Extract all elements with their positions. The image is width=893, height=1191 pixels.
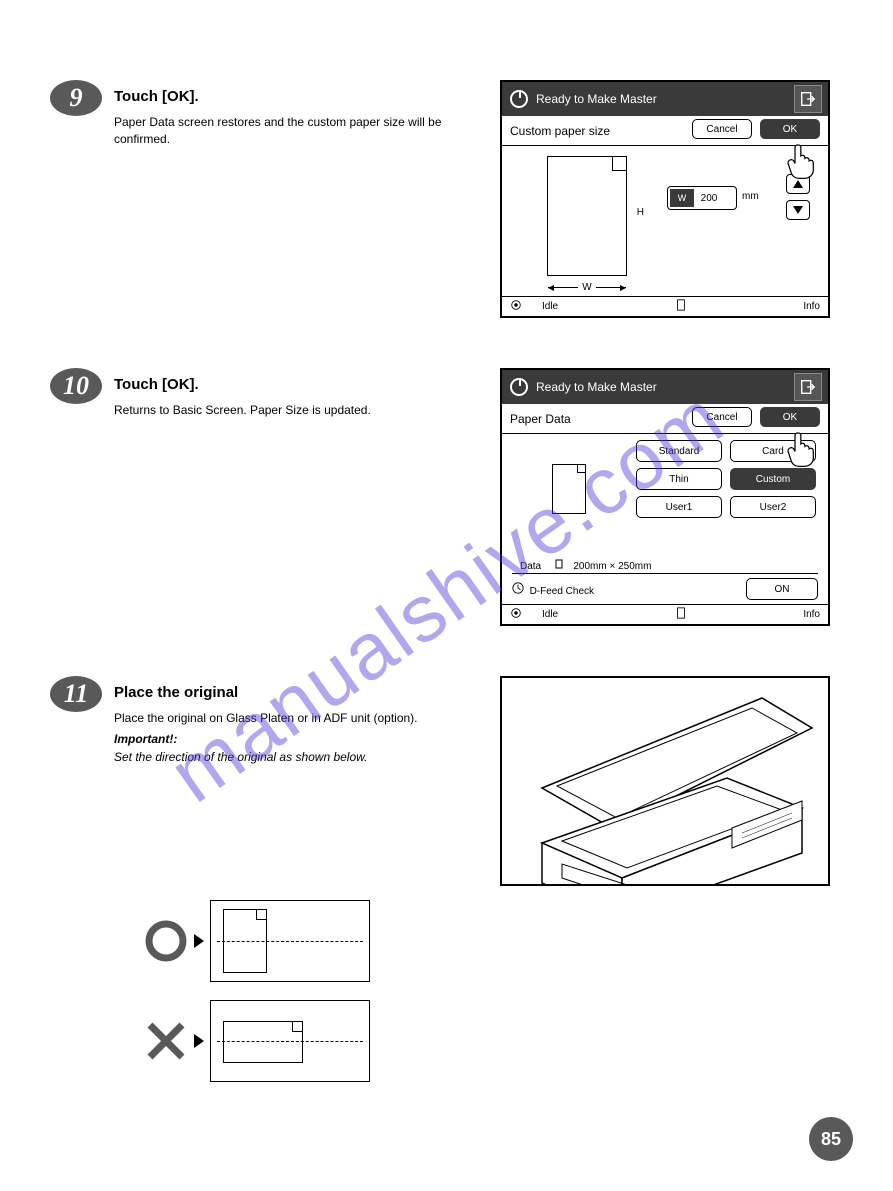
page-icon (675, 299, 687, 314)
step-number-9: 9 (50, 80, 102, 116)
orientation-figures (144, 900, 843, 1082)
width-label: W (580, 282, 593, 293)
screen1-title: Ready to Make Master (536, 92, 657, 106)
landscape-box (210, 1000, 370, 1082)
step-11-title: Place the original (114, 682, 418, 704)
manual-page: 9 Touch [OK]. Paper Data screen restores… (0, 0, 893, 1140)
doublefeed-label: D-Feed Check (530, 586, 594, 597)
status-idle: Idle (542, 609, 558, 620)
portrait-box (210, 900, 370, 982)
arrow-icon (194, 1034, 204, 1048)
screen-custom-paper-size: Ready to Make Master Custom paper size C… (500, 80, 830, 318)
step-9-desc: Paper Data screen restores and the custo… (114, 114, 480, 149)
width-value-input[interactable]: W 200 (667, 186, 737, 210)
status-info: Info (803, 301, 820, 312)
circle-mark-icon (144, 919, 188, 963)
important-note: Set the direction of the original as sho… (114, 750, 368, 764)
height-label: H (637, 207, 644, 218)
opt-standard[interactable]: Standard (636, 440, 722, 462)
exit-icon[interactable] (794, 85, 822, 113)
page-icon (675, 607, 687, 622)
step-9-title: Touch [OK]. (114, 86, 480, 108)
step-number-10: 10 (50, 368, 102, 404)
step-11-desc: Place the original on Glass Platen or in… (114, 710, 418, 727)
opt-thin[interactable]: Thin (636, 468, 722, 490)
step-down-button[interactable] (786, 200, 810, 220)
step-10-desc: Returns to Basic Screen. Paper Size is u… (114, 402, 371, 419)
page-number-badge: 85 (809, 1117, 853, 1161)
paper-diagram: W H (547, 156, 627, 276)
step-10-title: Touch [OK]. (114, 374, 371, 396)
scanner-illustration (500, 676, 830, 886)
drum-icon (510, 607, 522, 622)
x-mark-icon (144, 1019, 188, 1063)
status-info: Info (803, 609, 820, 620)
ok-button[interactable]: OK (760, 119, 820, 139)
screen2-title: Ready to Make Master (536, 380, 657, 394)
wrong-orientation (144, 1000, 843, 1082)
drum-icon (510, 299, 522, 314)
screen1-subtitle: Custom paper size (510, 124, 610, 138)
step-11-row: 11 Place the original Place the original… (50, 676, 843, 886)
cancel-button[interactable]: Cancel (692, 119, 752, 139)
unit-label: mm (742, 191, 759, 202)
opt-custom[interactable]: Custom (730, 468, 816, 490)
screen2-subtitle: Paper Data (510, 412, 571, 426)
important-label: Important!: (114, 732, 177, 746)
data-label: Data (520, 561, 541, 572)
clock-icon (512, 582, 524, 594)
cancel-button[interactable]: Cancel (692, 407, 752, 427)
arrow-icon (194, 934, 204, 948)
ready-icon (510, 90, 528, 108)
value-stepper[interactable] (786, 174, 810, 226)
correct-orientation (144, 900, 843, 982)
ready-icon (510, 378, 528, 396)
step-number-11: 11 (50, 676, 102, 712)
opt-user1[interactable]: User1 (636, 496, 722, 518)
dfeed-on-button[interactable]: ON (746, 578, 818, 600)
ok-button[interactable]: OK (760, 407, 820, 427)
step-9-row: 9 Touch [OK]. Paper Data screen restores… (50, 80, 843, 318)
opt-user2[interactable]: User2 (730, 496, 816, 518)
step-10-row: 10 Touch [OK]. Returns to Basic Screen. … (50, 368, 843, 626)
status-idle: Idle (542, 301, 558, 312)
screen-paper-data: Ready to Make Master Paper Data Cancel O… (500, 368, 830, 626)
exit-icon[interactable] (794, 373, 822, 401)
hand-pointer-icon (782, 428, 818, 468)
paper-small-icon (555, 559, 565, 569)
paper-thumb (552, 464, 586, 514)
hand-pointer-icon (782, 140, 818, 180)
dimension-text: 200mm × 250mm (573, 561, 651, 572)
